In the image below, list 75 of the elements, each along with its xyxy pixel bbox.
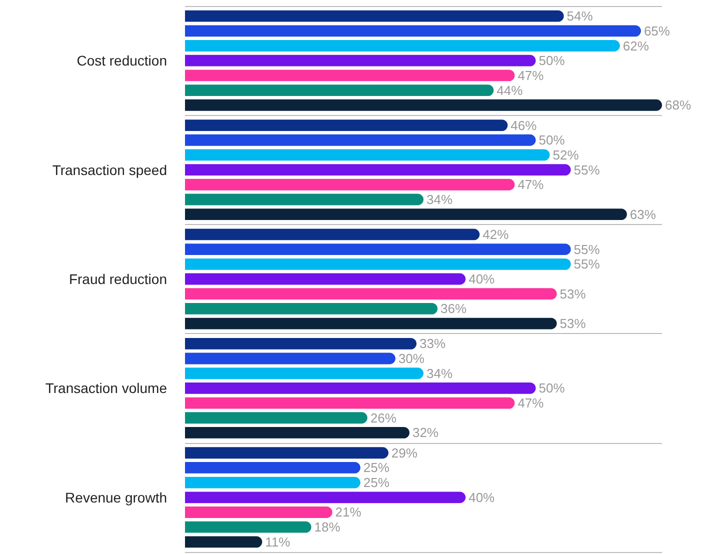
data-label: 42% [482, 226, 510, 242]
bar [185, 120, 508, 131]
bar [185, 134, 536, 146]
data-label: 18% [314, 520, 341, 535]
y-tick-label: Revenue growth [65, 489, 167, 506]
bar [185, 318, 557, 330]
bar [185, 70, 515, 82]
bar [185, 521, 312, 533]
bar [185, 447, 388, 459]
bar [185, 352, 396, 364]
data-label: 25% [363, 475, 390, 490]
data-label: 53% [560, 286, 586, 302]
bar [185, 228, 480, 240]
data-label: 50% [538, 132, 566, 148]
data-label: 50% [538, 53, 566, 68]
bar [185, 208, 627, 220]
data-label: 34% [426, 366, 453, 381]
bar [185, 288, 557, 300]
bar [185, 462, 360, 474]
data-label: 30% [398, 351, 425, 366]
bar [185, 412, 368, 424]
data-label: 36% [440, 301, 467, 316]
y-tick-label: Cost reduction [76, 52, 167, 69]
data-label: 46% [510, 118, 538, 133]
bar [185, 194, 424, 206]
data-label: 63% [630, 206, 656, 222]
bar [185, 368, 424, 380]
bar [185, 258, 571, 270]
bar [185, 382, 536, 394]
data-label: 52% [552, 147, 580, 162]
data-label: 55% [574, 256, 600, 272]
data-label: 29% [391, 445, 418, 460]
bar [185, 54, 536, 66]
bar [185, 84, 494, 96]
data-label: 32% [412, 425, 439, 440]
bar [185, 164, 571, 176]
y-tick-label: Transaction volume [45, 380, 168, 396]
data-label: 47% [518, 177, 544, 192]
bar [185, 397, 515, 409]
data-label: 50% [538, 380, 566, 396]
bar [185, 244, 571, 256]
data-label: 53% [560, 316, 586, 332]
data-label: 33% [419, 336, 446, 352]
data-label: 47% [518, 396, 544, 411]
bar [185, 427, 410, 438]
data-label: 21% [335, 504, 362, 520]
bar [185, 99, 662, 111]
data-label: 47% [518, 68, 544, 83]
bar [185, 492, 466, 504]
bar [185, 10, 564, 22]
data-label: 44% [496, 82, 524, 98]
data-label: 55% [574, 162, 600, 178]
data-label: 25% [363, 460, 390, 476]
y-tick-label: Fraud reduction [68, 271, 167, 287]
data-label: 68% [665, 98, 692, 113]
bar [185, 40, 620, 52]
data-label: 40% [468, 490, 496, 505]
bar [185, 506, 332, 518]
data-label: 26% [370, 410, 397, 426]
data-label: 54% [566, 8, 594, 24]
bar [185, 178, 515, 190]
data-label: 40% [468, 272, 496, 286]
bar [185, 476, 360, 488]
data-label: 34% [426, 192, 453, 207]
data-label: 65% [644, 23, 670, 38]
bar [185, 25, 641, 37]
bar [185, 149, 550, 161]
data-label: 11% [265, 534, 291, 550]
y-tick-label: Transaction speed [52, 162, 167, 178]
bar [185, 302, 438, 314]
bar [185, 338, 416, 350]
bar [185, 536, 262, 548]
bar [185, 273, 466, 285]
data-label: 55% [574, 242, 600, 257]
data-label: 62% [622, 38, 650, 54]
